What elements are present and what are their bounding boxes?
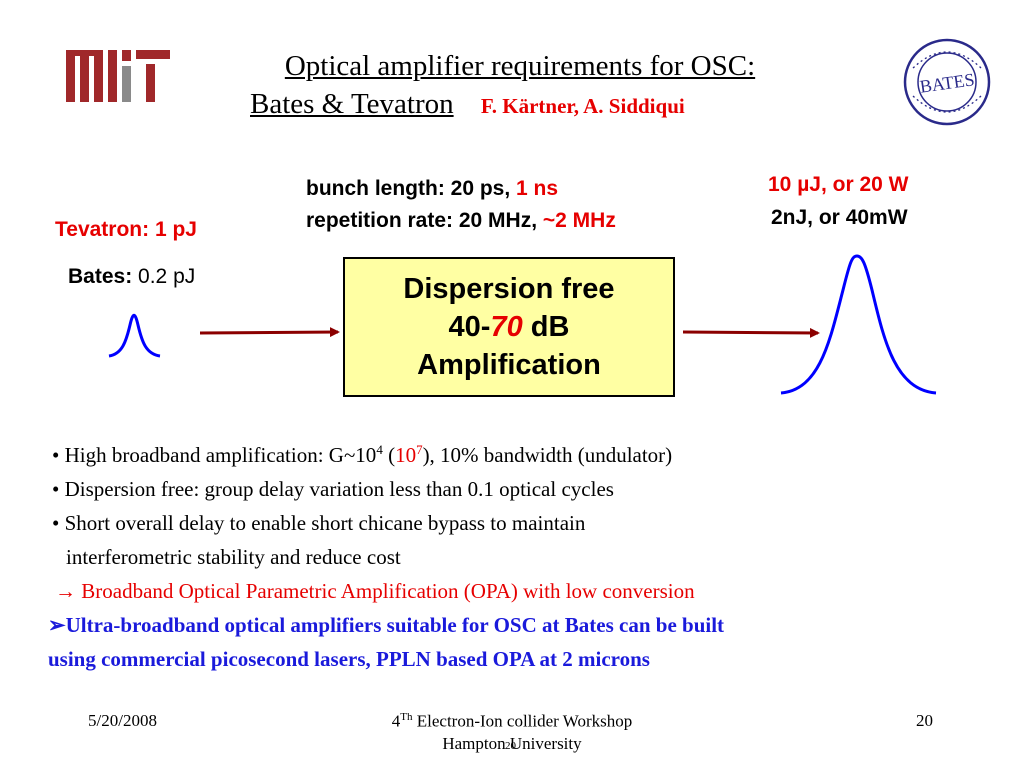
box-line1: Dispersion free (403, 273, 615, 305)
output-arrow (682, 327, 820, 338)
bates-seal-logo: BATES (903, 38, 991, 126)
footer-venue: Hampton University (442, 734, 582, 753)
footer-workshop: 4Th Electron-Ion collider Workshop (391, 711, 633, 731)
amplifier-diagram (108, 254, 937, 395)
bullet-conclusion-cont: using commercial picosecond lasers, PPLN… (48, 647, 650, 671)
right-arrow-icon: → (55, 579, 76, 603)
mit-logo (66, 50, 170, 102)
bullet-short-delay-cont: interferometric stability and reduce cos… (66, 545, 401, 569)
amplifier-box: Dispersion free 40-70 dB Amplification (343, 257, 675, 397)
footer-date: 5/20/2008 (88, 711, 157, 730)
input-arrow (199, 327, 340, 338)
tevatron-energy-label: Tevatron: 1 pJ (55, 218, 197, 241)
bullet-list: • High broadband amplification: G~104 (1… (48, 433, 992, 676)
arrowhead-bullet-icon: ➢ (48, 613, 66, 637)
bunch-length-label: bunch length: 20 ps, 1 ns (306, 177, 559, 200)
slide-title-line2: Bates & Tevatron F. Kärtner, A. Siddiqui (250, 88, 685, 120)
bullet-short-delay: • Short overall delay to enable short ch… (52, 511, 586, 535)
footer-page-number: 20 (916, 711, 933, 730)
repetition-rate-label: repetition rate: 20 MHz, ~2 MHz (306, 209, 616, 232)
box-line2: 40-70 dB (448, 311, 570, 343)
output-energy-low: 2nJ, or 40mW (771, 206, 908, 229)
input-pulse (108, 313, 161, 358)
authors: F. Kärtner, A. Siddiqui (480, 94, 685, 118)
output-energy-high: 10 µJ, or 20 W (768, 173, 909, 196)
output-pulse (780, 254, 937, 395)
slide-title-line1: Optical amplifier requirements for OSC: (284, 50, 756, 82)
box-line3: Amplification (417, 349, 601, 381)
bates-energy-label: Bates: 0.2 pJ (68, 265, 196, 288)
bullet-amplification: • High broadband amplification: G~104 (1… (52, 442, 673, 467)
bullet-dispersion: • Dispersion free: group delay variation… (52, 477, 614, 501)
bullet-conclusion: ➢Ultra-broadband optical amplifiers suit… (48, 613, 725, 637)
bullet-opa: → Broadband Optical Parametric Amplifica… (55, 579, 695, 603)
footer-overlay-number: 20 (505, 740, 516, 752)
